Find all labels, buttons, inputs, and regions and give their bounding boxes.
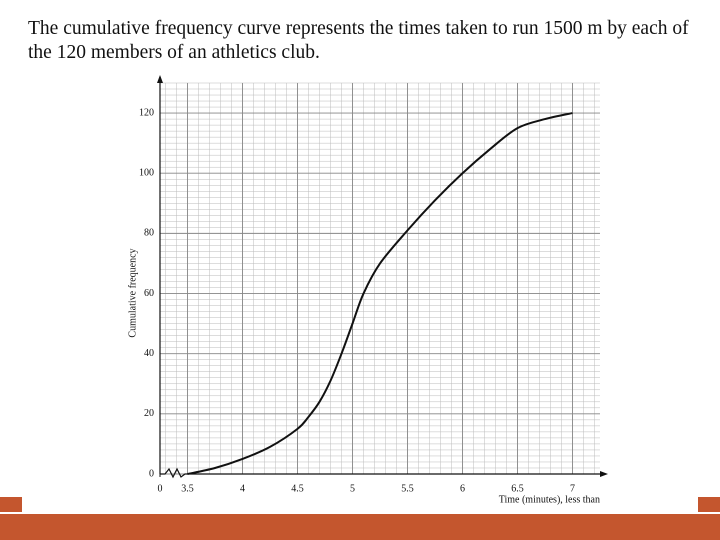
plot: 0 20 40 60 80 100 120 0 3.5 4 4.5 5 5.5 6 6.5 7 [139,75,608,494]
y-tick-label: 120 [139,107,154,118]
x-tick-label: 5 [350,483,355,494]
y-axis-label: Cumulative frequency [127,248,138,337]
y-tick-label: 100 [139,168,154,179]
slide-footer [0,514,720,540]
x-tick-label: 0 [158,483,163,494]
y-tick-label: 60 [144,288,154,299]
slide-accent [698,497,720,512]
y-tick-label: 40 [144,348,154,359]
y-axis-arrow [157,75,163,83]
y-tick-label: 0 [149,468,154,479]
x-axis-arrow [600,471,608,477]
x-tick-label: 6.5 [511,483,524,494]
grid [160,82,600,475]
x-tick-label: 4.5 [291,483,304,494]
x-axis [160,467,600,479]
y-tick-label: 80 [144,228,154,239]
slide-accent [0,497,22,512]
x-tick-label: 4 [240,483,245,494]
x-tick-label: 3.5 [181,483,194,494]
x-tick-label: 7 [570,483,575,494]
x-tick-label: 5.5 [401,483,414,494]
x-axis-label: Time (minutes), less than [499,494,600,505]
chart-title: The cumulative frequency curve represent… [28,18,689,63]
x-tick-label: 6 [460,483,465,494]
y-tick-label: 20 [144,408,154,419]
curve [187,112,573,475]
